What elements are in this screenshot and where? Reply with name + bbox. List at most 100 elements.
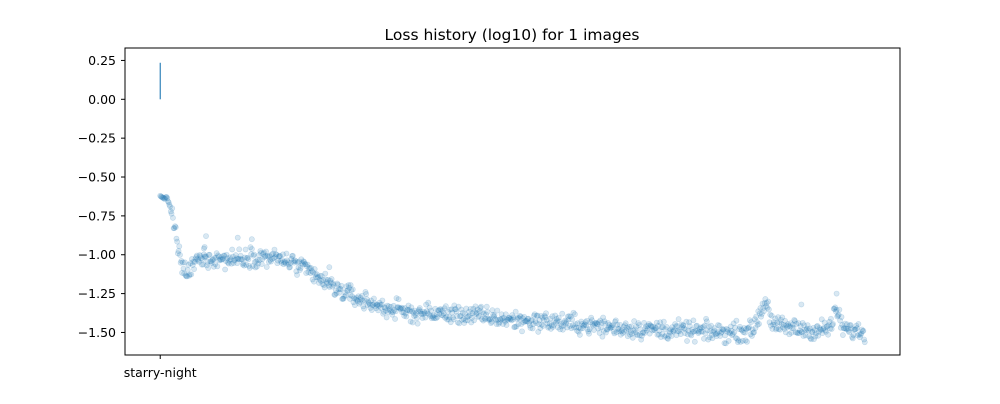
loss-point (538, 312, 544, 319)
loss-point (611, 330, 618, 337)
loss-point (828, 326, 835, 332)
loss-point (413, 310, 420, 316)
loss-point (676, 328, 683, 335)
loss-point (284, 259, 291, 266)
loss-point (170, 225, 177, 232)
loss-point (160, 195, 167, 201)
loss-point (330, 280, 336, 287)
loss-point (430, 314, 437, 321)
loss-point (411, 313, 418, 319)
loss-point (854, 332, 861, 339)
loss-point (529, 325, 536, 332)
loss-point (848, 325, 855, 332)
loss-point (405, 302, 412, 309)
loss-point (367, 305, 374, 311)
loss-point (582, 319, 589, 325)
loss-point (521, 313, 528, 320)
loss-point (842, 320, 848, 327)
loss-point (808, 328, 815, 335)
loss-point (495, 316, 501, 323)
loss-point (203, 253, 209, 260)
loss-point (675, 316, 682, 323)
loss-point (158, 193, 165, 200)
loss-point (321, 284, 328, 291)
loss-point (452, 306, 459, 313)
loss-point (551, 318, 558, 325)
loss-point (852, 326, 859, 333)
loss-point (838, 314, 845, 320)
loss-point (361, 297, 368, 304)
loss-point (196, 258, 202, 265)
loss-point (534, 312, 541, 319)
loss-point (852, 326, 858, 333)
loss-point (477, 304, 484, 311)
loss-point (579, 320, 585, 327)
loss-point (341, 293, 348, 300)
loss-point (777, 316, 784, 323)
loss-point (487, 316, 494, 323)
loss-point (734, 335, 741, 342)
loss-point (581, 321, 588, 328)
loss-point (543, 310, 549, 317)
loss-point (399, 309, 406, 316)
loss-point (684, 338, 690, 344)
loss-point (193, 252, 200, 259)
loss-point (239, 256, 245, 263)
loss-point (600, 328, 607, 334)
loss-point (317, 272, 324, 279)
loss-point (277, 253, 284, 259)
loss-point (332, 291, 339, 298)
loss-point (411, 307, 418, 314)
loss-point-outlier (798, 301, 805, 308)
loss-point (790, 325, 797, 331)
loss-point (185, 261, 192, 268)
loss-point (402, 310, 409, 317)
loss-point (165, 199, 172, 206)
loss-point (375, 307, 382, 314)
loss-point (593, 319, 599, 326)
loss-point (587, 319, 594, 326)
loss-point (804, 322, 811, 329)
loss-point (360, 303, 367, 310)
loss-point (753, 313, 760, 320)
loss-point (491, 312, 498, 319)
loss-point (667, 329, 674, 336)
loss-point (609, 324, 616, 331)
loss-point (804, 325, 810, 332)
loss-point (213, 254, 219, 261)
loss-point (684, 331, 691, 338)
loss-point (340, 295, 347, 302)
loss-point (202, 253, 209, 260)
loss-point (648, 322, 654, 329)
loss-point (423, 301, 430, 308)
loss-point (474, 306, 481, 313)
loss-point (523, 317, 530, 324)
loss-point (335, 286, 342, 292)
loss-point (246, 264, 253, 271)
loss-point (727, 330, 733, 337)
loss-point (763, 299, 770, 306)
loss-point (691, 338, 698, 345)
loss-point (715, 328, 722, 335)
loss-point (286, 264, 293, 271)
loss-point (452, 306, 458, 312)
loss-point (584, 317, 590, 324)
loss-point (404, 307, 411, 313)
loss-point (296, 267, 303, 273)
loss-point (643, 323, 650, 330)
loss-point (167, 203, 173, 210)
loss-point (785, 322, 792, 329)
loss-point (310, 269, 317, 276)
loss-point (744, 324, 751, 331)
loss-point (827, 325, 834, 332)
loss-point (274, 260, 281, 267)
loss-point (758, 313, 764, 320)
loss-point (657, 319, 664, 326)
loss-point (533, 312, 540, 319)
loss-point (191, 259, 198, 265)
loss-point (618, 328, 625, 335)
loss-point (424, 310, 431, 317)
loss-point (393, 295, 400, 302)
loss-point (234, 255, 241, 262)
loss-point (792, 329, 799, 336)
